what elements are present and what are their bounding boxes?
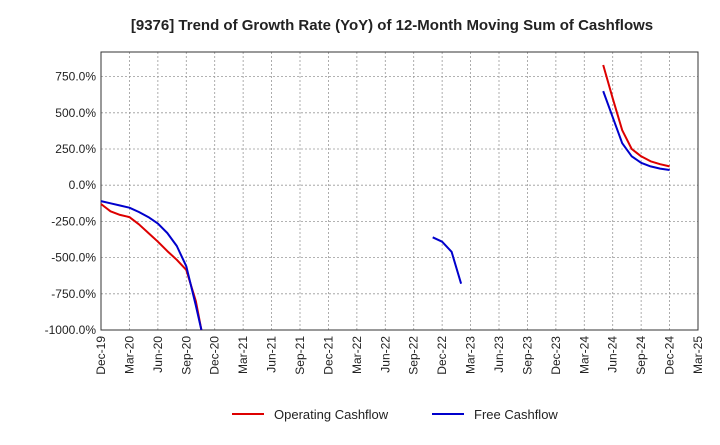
x-tick-label: Mar-21 [236,336,250,374]
series-line [602,64,670,168]
x-tick-label: Jun-20 [151,336,165,373]
y-tick-label: 500.0% [55,106,96,120]
y-tick-label: 250.0% [55,142,96,156]
y-tick-label: -1000.0% [45,323,97,337]
plot-area [100,51,699,331]
legend-label: Operating Cashflow [274,407,389,422]
series-line [100,200,203,331]
y-axis: 750.0% 500.0% 250.0% 0.0% -250.0% -500.0% -750… [45,70,97,337]
legend-label: Free Cashflow [474,407,558,422]
x-tick-label: Mar-24 [577,336,591,374]
x-tick-label: Sep-22 [407,336,421,375]
x-tick-label: Jun-22 [378,336,392,373]
chart-title: [9376] Trend of Growth Rate (YoY) of 12-… [131,17,653,34]
y-tick-label: -750.0% [51,287,96,301]
x-tick-label: Dec-22 [435,336,449,375]
x-tick-label: Mar-23 [464,336,478,374]
x-tick-label: Dec-20 [208,336,222,375]
x-tick-label: Jun-23 [492,336,506,373]
legend: Operating Cashflow Free Cashflow [232,407,558,422]
x-tick-label: Sep-23 [520,336,534,375]
x-tick-label: Sep-21 [293,336,307,375]
x-tick-label: Mar-22 [350,336,364,374]
x-tick-label: Dec-24 [663,336,677,375]
series-line [602,90,670,171]
x-tick-label: Jun-21 [265,336,279,373]
x-axis: Dec-19 Mar-20 Jun-20 Sep-20 Dec-20 Mar-21 Jun-… [94,336,705,375]
x-tick-label: Sep-20 [179,336,193,375]
y-tick-label: -500.0% [51,251,96,265]
y-tick-label: -250.0% [51,214,96,228]
y-tick-label: 0.0% [69,178,97,192]
x-tick-label: Dec-21 [321,336,335,375]
x-tick-label: Jun-24 [606,336,620,373]
x-tick-label: Mar-20 [122,336,136,374]
y-tick-label: 750.0% [55,70,96,84]
series-line [432,236,463,284]
x-tick-label: Mar-25 [691,336,705,374]
grid [101,52,698,330]
x-tick-label: Dec-19 [94,336,108,375]
x-tick-label: Dec-23 [549,336,563,375]
series-lines [100,64,670,331]
x-tick-label: Sep-24 [634,336,648,375]
